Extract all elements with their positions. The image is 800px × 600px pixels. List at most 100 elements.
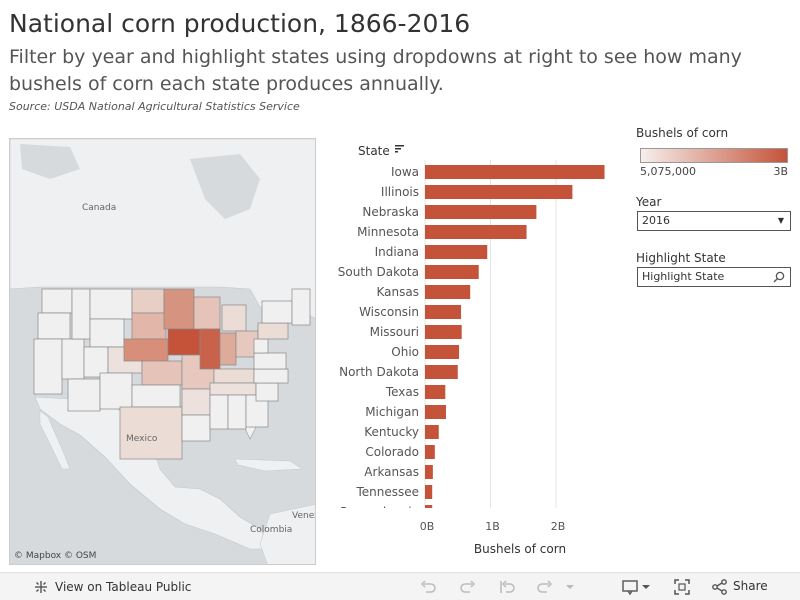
refresh-icon[interactable] (535, 577, 555, 597)
x-axis-title: Bushels of corn (474, 542, 566, 556)
year-dropdown[interactable]: 2016 ▼ (637, 211, 791, 231)
map-canvas (10, 139, 315, 564)
state-west-virginia (253, 338, 269, 354)
view-on-tableau-label: View on Tableau Public (55, 580, 192, 594)
state-north-dakota (131, 288, 165, 314)
state-utah (83, 346, 109, 378)
state-wyoming (89, 318, 125, 348)
bar[interactable] (425, 265, 479, 279)
tableau-logo-icon (35, 581, 47, 593)
bar[interactable] (425, 425, 439, 439)
state-nevada (61, 338, 85, 380)
arctic-island (20, 144, 80, 179)
bar[interactable] (425, 285, 471, 299)
bar[interactable] (425, 325, 462, 339)
state-new-england (291, 288, 311, 326)
state-illinois (199, 328, 221, 370)
state-alabama (227, 394, 247, 430)
state-north-carolina (253, 368, 289, 384)
bar[interactable] (425, 205, 537, 219)
chevron-down-icon[interactable] (564, 577, 576, 597)
bar[interactable] (425, 385, 446, 399)
download-icon[interactable] (620, 577, 640, 597)
share-icon[interactable] (710, 577, 730, 597)
bar[interactable] (425, 405, 446, 419)
share-button-label[interactable]: Share (733, 579, 768, 593)
category-label: Wisconsin (359, 305, 419, 319)
color-legend: Bushels of corn 5,075,000 3B (636, 126, 792, 178)
state-iowa (167, 328, 201, 356)
state-pennsylvania (257, 322, 289, 340)
bar-rows: Iowa Illinois Nebraska Minnesota Indiana Sout… (338, 165, 605, 519)
category-label: Iowa (391, 165, 419, 179)
category-label: Missouri (370, 325, 419, 339)
legend-title: Bushels of corn (636, 126, 729, 140)
state-michigan (221, 304, 247, 332)
bar[interactable] (425, 185, 573, 199)
bar[interactable] (425, 465, 433, 479)
x-tick-label: 2B (551, 520, 566, 533)
page-subtitle: Filter by year and highlight states usin… (9, 46, 742, 95)
state-texas (119, 406, 183, 460)
state-virginia (253, 352, 287, 370)
category-label: Colorado (365, 445, 419, 459)
map-label-canada: Canada (82, 203, 117, 213)
x-tick-label: 0B (420, 520, 435, 533)
state-kansas (141, 360, 183, 386)
category-label: Illinois (381, 185, 419, 199)
category-label: Arkansas (364, 465, 419, 479)
bar[interactable] (425, 225, 527, 239)
view-on-tableau-link[interactable]: View on Tableau Public (33, 579, 191, 595)
state-washington (41, 288, 73, 314)
chevron-down-icon[interactable] (640, 577, 652, 597)
map-label-mexico: Mexico (126, 434, 158, 444)
category-label: Nebraska (362, 205, 419, 219)
state-montana (89, 288, 133, 320)
chevron-down-icon: ▼ (777, 216, 784, 225)
category-label: Ohio (391, 345, 419, 359)
bar[interactable] (425, 365, 458, 379)
state-new-mexico (99, 372, 133, 410)
bar[interactable] (425, 445, 435, 459)
legend-max-label: 3B (773, 165, 788, 178)
us-corn-map[interactable]: Canada Mexico Colombia Venez © Mapbox © … (9, 138, 316, 565)
bar[interactable] (425, 345, 460, 359)
legend-gradient (640, 148, 788, 163)
search-icon (773, 271, 785, 283)
highlight-state-title: Highlight State (636, 251, 726, 265)
category-label: Kansas (377, 285, 419, 299)
revert-icon[interactable] (497, 577, 517, 597)
year-filter-title: Year (636, 195, 662, 209)
bar[interactable] (425, 165, 605, 179)
category-label: Kentucky (364, 425, 419, 439)
state-wisconsin (193, 296, 221, 330)
undo-icon[interactable] (418, 577, 438, 597)
state-south-dakota (131, 312, 167, 340)
state-minnesota (163, 288, 195, 330)
bar[interactable] (425, 245, 488, 259)
sort-descending-icon[interactable] (395, 145, 404, 153)
map-credit[interactable]: © Mapbox © OSM (14, 551, 97, 561)
fullscreen-icon[interactable] (672, 577, 692, 597)
highlight-state-placeholder: Highlight State (642, 270, 725, 283)
category-label: Pennsylvania (340, 505, 419, 519)
category-label: Texas (385, 385, 419, 399)
legend-labels: 5,075,000 3B (636, 165, 788, 178)
state-mississippi (209, 394, 229, 430)
row-header-state: State (358, 144, 390, 158)
state-oklahoma (131, 384, 181, 408)
highlight-state-search[interactable]: Highlight State (637, 267, 791, 287)
state-nebraska (123, 338, 169, 362)
state-california (33, 338, 63, 395)
bar[interactable] (425, 305, 462, 319)
bar[interactable] (425, 505, 433, 519)
redo-icon[interactable] (458, 577, 478, 597)
state-indiana (219, 332, 237, 366)
state-arkansas (181, 388, 211, 416)
bar[interactable] (425, 485, 433, 499)
category-label: South Dakota (338, 265, 419, 279)
category-label: Michigan (365, 405, 419, 419)
map-label-colombia: Colombia (250, 525, 293, 535)
tableau-toolbar: View on Tableau Public Share (0, 572, 800, 600)
